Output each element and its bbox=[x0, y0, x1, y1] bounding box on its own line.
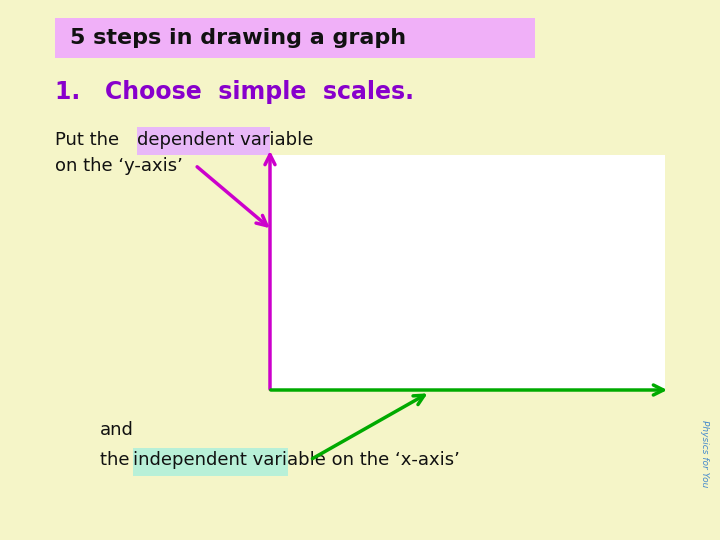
Text: 5 steps in drawing a graph: 5 steps in drawing a graph bbox=[70, 28, 406, 48]
Text: and: and bbox=[100, 421, 134, 439]
Bar bbox=[133, 448, 288, 476]
Text: Put the: Put the bbox=[55, 131, 125, 149]
Text: Physics for You: Physics for You bbox=[701, 420, 709, 488]
Text: the: the bbox=[100, 451, 135, 469]
Text: on the ‘y-axis’: on the ‘y-axis’ bbox=[55, 157, 183, 175]
Text: dependent variable: dependent variable bbox=[137, 131, 313, 149]
Bar bbox=[137, 127, 270, 155]
Text: 1.   Choose  simple  scales.: 1. Choose simple scales. bbox=[55, 80, 414, 104]
Text: independent variable on the ‘x-axis’: independent variable on the ‘x-axis’ bbox=[133, 451, 460, 469]
Bar bbox=[55, 18, 535, 58]
Bar bbox=[270, 155, 665, 390]
